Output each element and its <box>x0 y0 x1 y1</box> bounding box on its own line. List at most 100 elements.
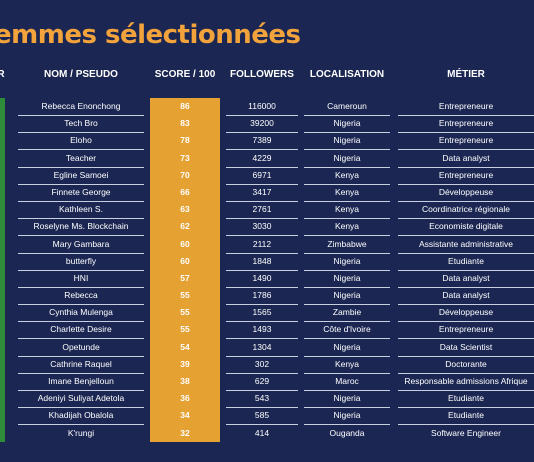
job-cell: Data Scientist <box>398 339 534 357</box>
location-cell: Kenya <box>304 356 390 374</box>
job-cell: Entrepreneure <box>398 98 534 116</box>
table-row: Finnete George 66 3417 Kenya Développeuse <box>0 184 534 202</box>
name-cell: Cynthia Mulenga <box>18 304 144 323</box>
table-row: Rebecca Enonchong 86 116000 Cameroun Entrepr… <box>0 98 534 116</box>
name-cell: Rebecca <box>18 287 144 306</box>
location-cell: Kenya <box>304 218 390 237</box>
location-cell: Cameroun <box>304 98 390 116</box>
name-cell: Roselyne Ms. Blockchain <box>18 218 144 237</box>
followers-cell: 585 <box>226 407 298 426</box>
name-cell: Imane Benjelloun <box>18 373 144 391</box>
job-cell: Entrepreneure <box>398 321 534 340</box>
location-cell: Zambie <box>304 304 390 323</box>
followers-cell: 414 <box>254 427 270 438</box>
job-cell: Développeuse <box>398 184 534 202</box>
location-cell: Nigeria <box>304 287 390 306</box>
score-cell: 32 <box>180 427 190 438</box>
followers-cell: 4229 <box>226 150 298 168</box>
name-cell: Tech Bro <box>18 115 144 134</box>
followers-cell: 2112 <box>226 236 298 254</box>
table-row: Charlette Desire 55 1493 Côte d'Ivoire Entre… <box>0 321 534 340</box>
table-row: Opetunde 54 1304 Nigeria Data Scientist <box>0 339 534 357</box>
header-followers: FOLLOWERS <box>230 69 294 80</box>
job-cell: Assistante administrative <box>398 236 534 254</box>
score-cell: 34 <box>180 410 190 421</box>
location-cell: Nigeria <box>304 253 390 271</box>
name-cell: HNI <box>18 270 144 288</box>
job-cell: Software Engineer <box>431 427 501 438</box>
table-row: Cathrine Raquel 39 302 Kenya Doctorante <box>0 356 534 374</box>
followers-cell: 629 <box>226 373 298 391</box>
score-cell: 38 <box>180 376 190 386</box>
score-column-bar <box>150 98 220 442</box>
followers-cell: 1848 <box>226 253 298 271</box>
location-cell: Nigeria <box>304 407 390 426</box>
name-cell: Eloho <box>18 132 144 151</box>
table-row: Eloho 78 7389 Nigeria Entrepreneure <box>0 132 534 151</box>
table-row: Roselyne Ms. Blockchain 62 3030 Kenya Econom… <box>0 218 534 237</box>
location-cell: Kenya <box>304 184 390 202</box>
job-cell: Développeuse <box>398 304 534 323</box>
followers-cell: 1304 <box>226 339 298 357</box>
score-cell: 60 <box>180 238 190 249</box>
location-cell: Ouganda <box>329 427 365 438</box>
location-cell: Nigeria <box>304 270 390 288</box>
job-cell: Etudiante <box>398 407 534 426</box>
followers-cell: 2761 <box>226 201 298 220</box>
name-cell: Finnete George <box>18 184 144 202</box>
name-cell: Teacher <box>18 150 144 168</box>
name-cell: Cathrine Raquel <box>18 356 144 374</box>
score-cell: 54 <box>180 341 190 352</box>
header-location: LOCALISATION <box>309 69 385 80</box>
name-cell: Adeniyi Suliyat Adetola <box>18 390 144 409</box>
job-cell: Entrepreneure <box>398 167 534 185</box>
score-cell: 55 <box>180 290 190 301</box>
score-cell: 62 <box>180 221 190 232</box>
job-cell: Data analyst <box>398 150 534 168</box>
name-cell: Egline Samoei <box>18 167 144 185</box>
job-cell: Doctorante <box>398 356 534 374</box>
followers-cell: 1490 <box>226 270 298 288</box>
page-title: emmes sélectionnées <box>0 20 301 50</box>
score-cell: 55 <box>180 324 190 335</box>
job-cell: Data analyst <box>398 287 534 306</box>
job-cell: Entrepreneure <box>398 115 534 134</box>
location-cell: Nigeria <box>304 390 390 409</box>
table-row: Rebecca 55 1786 Nigeria Data analyst <box>0 287 534 306</box>
table-row: Cynthia Mulenga 55 1565 Zambie Développeuse <box>0 304 534 323</box>
score-cell: 60 <box>180 255 190 266</box>
name-cell: Opetunde <box>18 339 144 357</box>
name-cell: Charlette Desire <box>18 321 144 340</box>
score-cell: 73 <box>180 152 190 163</box>
job-cell: Coordinatrice régionale <box>398 201 534 220</box>
location-cell: Maroc <box>304 373 390 391</box>
name-cell: Kathleen S. <box>18 201 144 220</box>
header-name: NOM / PSEUDO <box>44 69 118 80</box>
location-cell: Nigeria <box>304 339 390 357</box>
score-cell: 55 <box>180 307 190 318</box>
header-job: MÉTIER <box>447 69 485 80</box>
followers-cell: 6971 <box>226 167 298 185</box>
table-row: Khadijah Obalola 34 585 Nigeria Etudiante <box>0 407 534 426</box>
job-cell: Economiste digitale <box>398 218 534 237</box>
table-row: butterfly 60 1848 Nigeria Etudiante <box>0 253 534 271</box>
location-cell: Zimbabwe <box>304 236 390 254</box>
followers-cell: 39200 <box>226 115 298 134</box>
score-cell: 78 <box>180 135 190 146</box>
followers-cell: 3417 <box>226 184 298 202</box>
location-cell: Kenya <box>304 167 390 185</box>
header-edge: R <box>0 69 5 80</box>
followers-cell: 3030 <box>226 218 298 237</box>
location-cell: Nigeria <box>304 115 390 134</box>
table-row: Teacher 73 4229 Nigeria Data analyst <box>0 150 534 168</box>
followers-cell: 302 <box>226 356 298 374</box>
header-score: SCORE / 100 <box>154 69 216 80</box>
score-cell: 39 <box>180 358 190 369</box>
job-cell: Etudiante <box>398 390 534 409</box>
job-cell: Data analyst <box>398 270 534 288</box>
followers-cell: 1565 <box>226 304 298 323</box>
table-row: K'rungi 32 414 Ouganda Software Engineer <box>0 425 534 442</box>
table-row: Imane Benjelloun 38 629 Maroc Responsable ad… <box>0 373 534 391</box>
job-cell: Responsable admissions Afrique <box>398 373 534 391</box>
score-cell: 36 <box>180 393 190 404</box>
